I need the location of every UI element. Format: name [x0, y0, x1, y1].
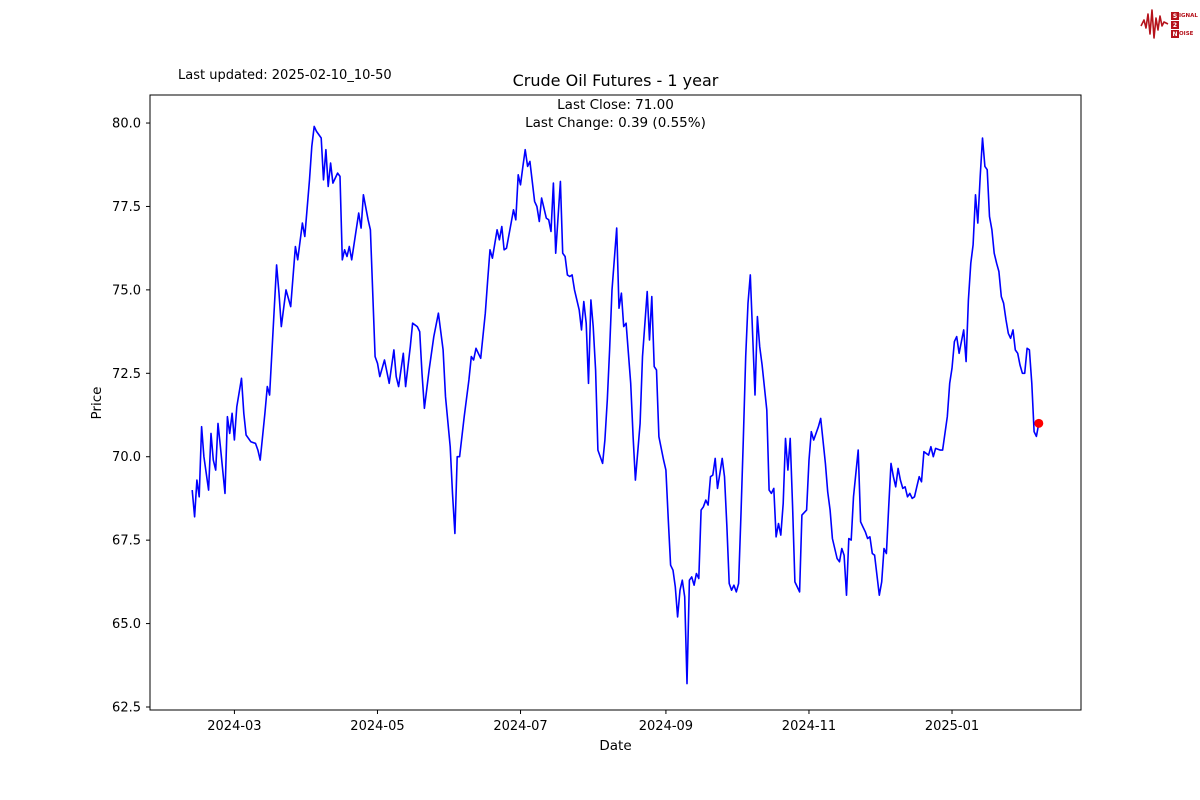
- logo-letterbox-s: S: [1171, 12, 1179, 20]
- chart-title: Crude Oil Futures - 1 year: [512, 71, 719, 90]
- signal2noise-logo: S IGNAL 2 N OISE: [1140, 5, 1198, 45]
- x-tick-label: 2024-03: [207, 719, 261, 734]
- logo-row-signal: S IGNAL: [1171, 12, 1198, 20]
- x-tick-label: 2024-07: [493, 719, 547, 734]
- y-tick-label: 70.0: [112, 450, 141, 465]
- y-tick-label: 65.0: [112, 617, 141, 632]
- x-tick-label: 2025-01: [925, 719, 979, 734]
- logo-wordmark: S IGNAL 2 N OISE: [1171, 12, 1198, 38]
- y-tick-label: 75.0: [112, 283, 141, 298]
- logo-letterbox-2: 2: [1171, 21, 1179, 29]
- x-axis-label: Date: [599, 738, 632, 754]
- y-tick-label: 80.0: [112, 117, 141, 132]
- y-axis-label: Price: [89, 386, 105, 420]
- axes-frame: [149, 94, 1082, 711]
- y-tick-label: 62.5: [112, 700, 141, 715]
- last-change-annotation: Last Change: 0.39 (0.55%): [525, 115, 706, 131]
- logo-rest-oise: OISE: [1179, 31, 1194, 37]
- y-tick-label: 67.5: [112, 534, 141, 549]
- x-tick-label: 2024-11: [782, 719, 836, 734]
- y-tick-label: 72.5: [112, 367, 141, 382]
- last-updated-text: Last updated: 2025-02-10_10-50: [178, 68, 392, 83]
- logo-rest-ignal: IGNAL: [1179, 13, 1198, 19]
- last-close-annotation: Last Close: 71.00: [557, 97, 674, 113]
- logo-row-noise: N OISE: [1171, 30, 1198, 38]
- last-close-marker: [1034, 418, 1044, 428]
- logo-row-2: 2: [1171, 21, 1198, 29]
- price-line: [191, 125, 1040, 685]
- y-tick-label: 77.5: [112, 200, 141, 215]
- x-tick-label: 2024-05: [350, 719, 404, 734]
- x-tick-label: 2024-09: [639, 719, 693, 734]
- waveform-icon: [1140, 9, 1169, 39]
- logo-letterbox-n: N: [1171, 30, 1179, 38]
